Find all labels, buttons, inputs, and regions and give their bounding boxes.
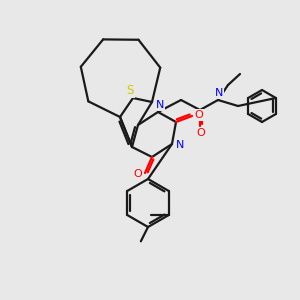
Text: N: N	[176, 140, 184, 150]
Text: O: O	[196, 128, 206, 138]
Text: O: O	[134, 169, 142, 179]
Text: S: S	[126, 83, 134, 97]
Text: N: N	[215, 88, 223, 98]
Text: O: O	[195, 110, 203, 120]
Text: N: N	[156, 100, 164, 110]
